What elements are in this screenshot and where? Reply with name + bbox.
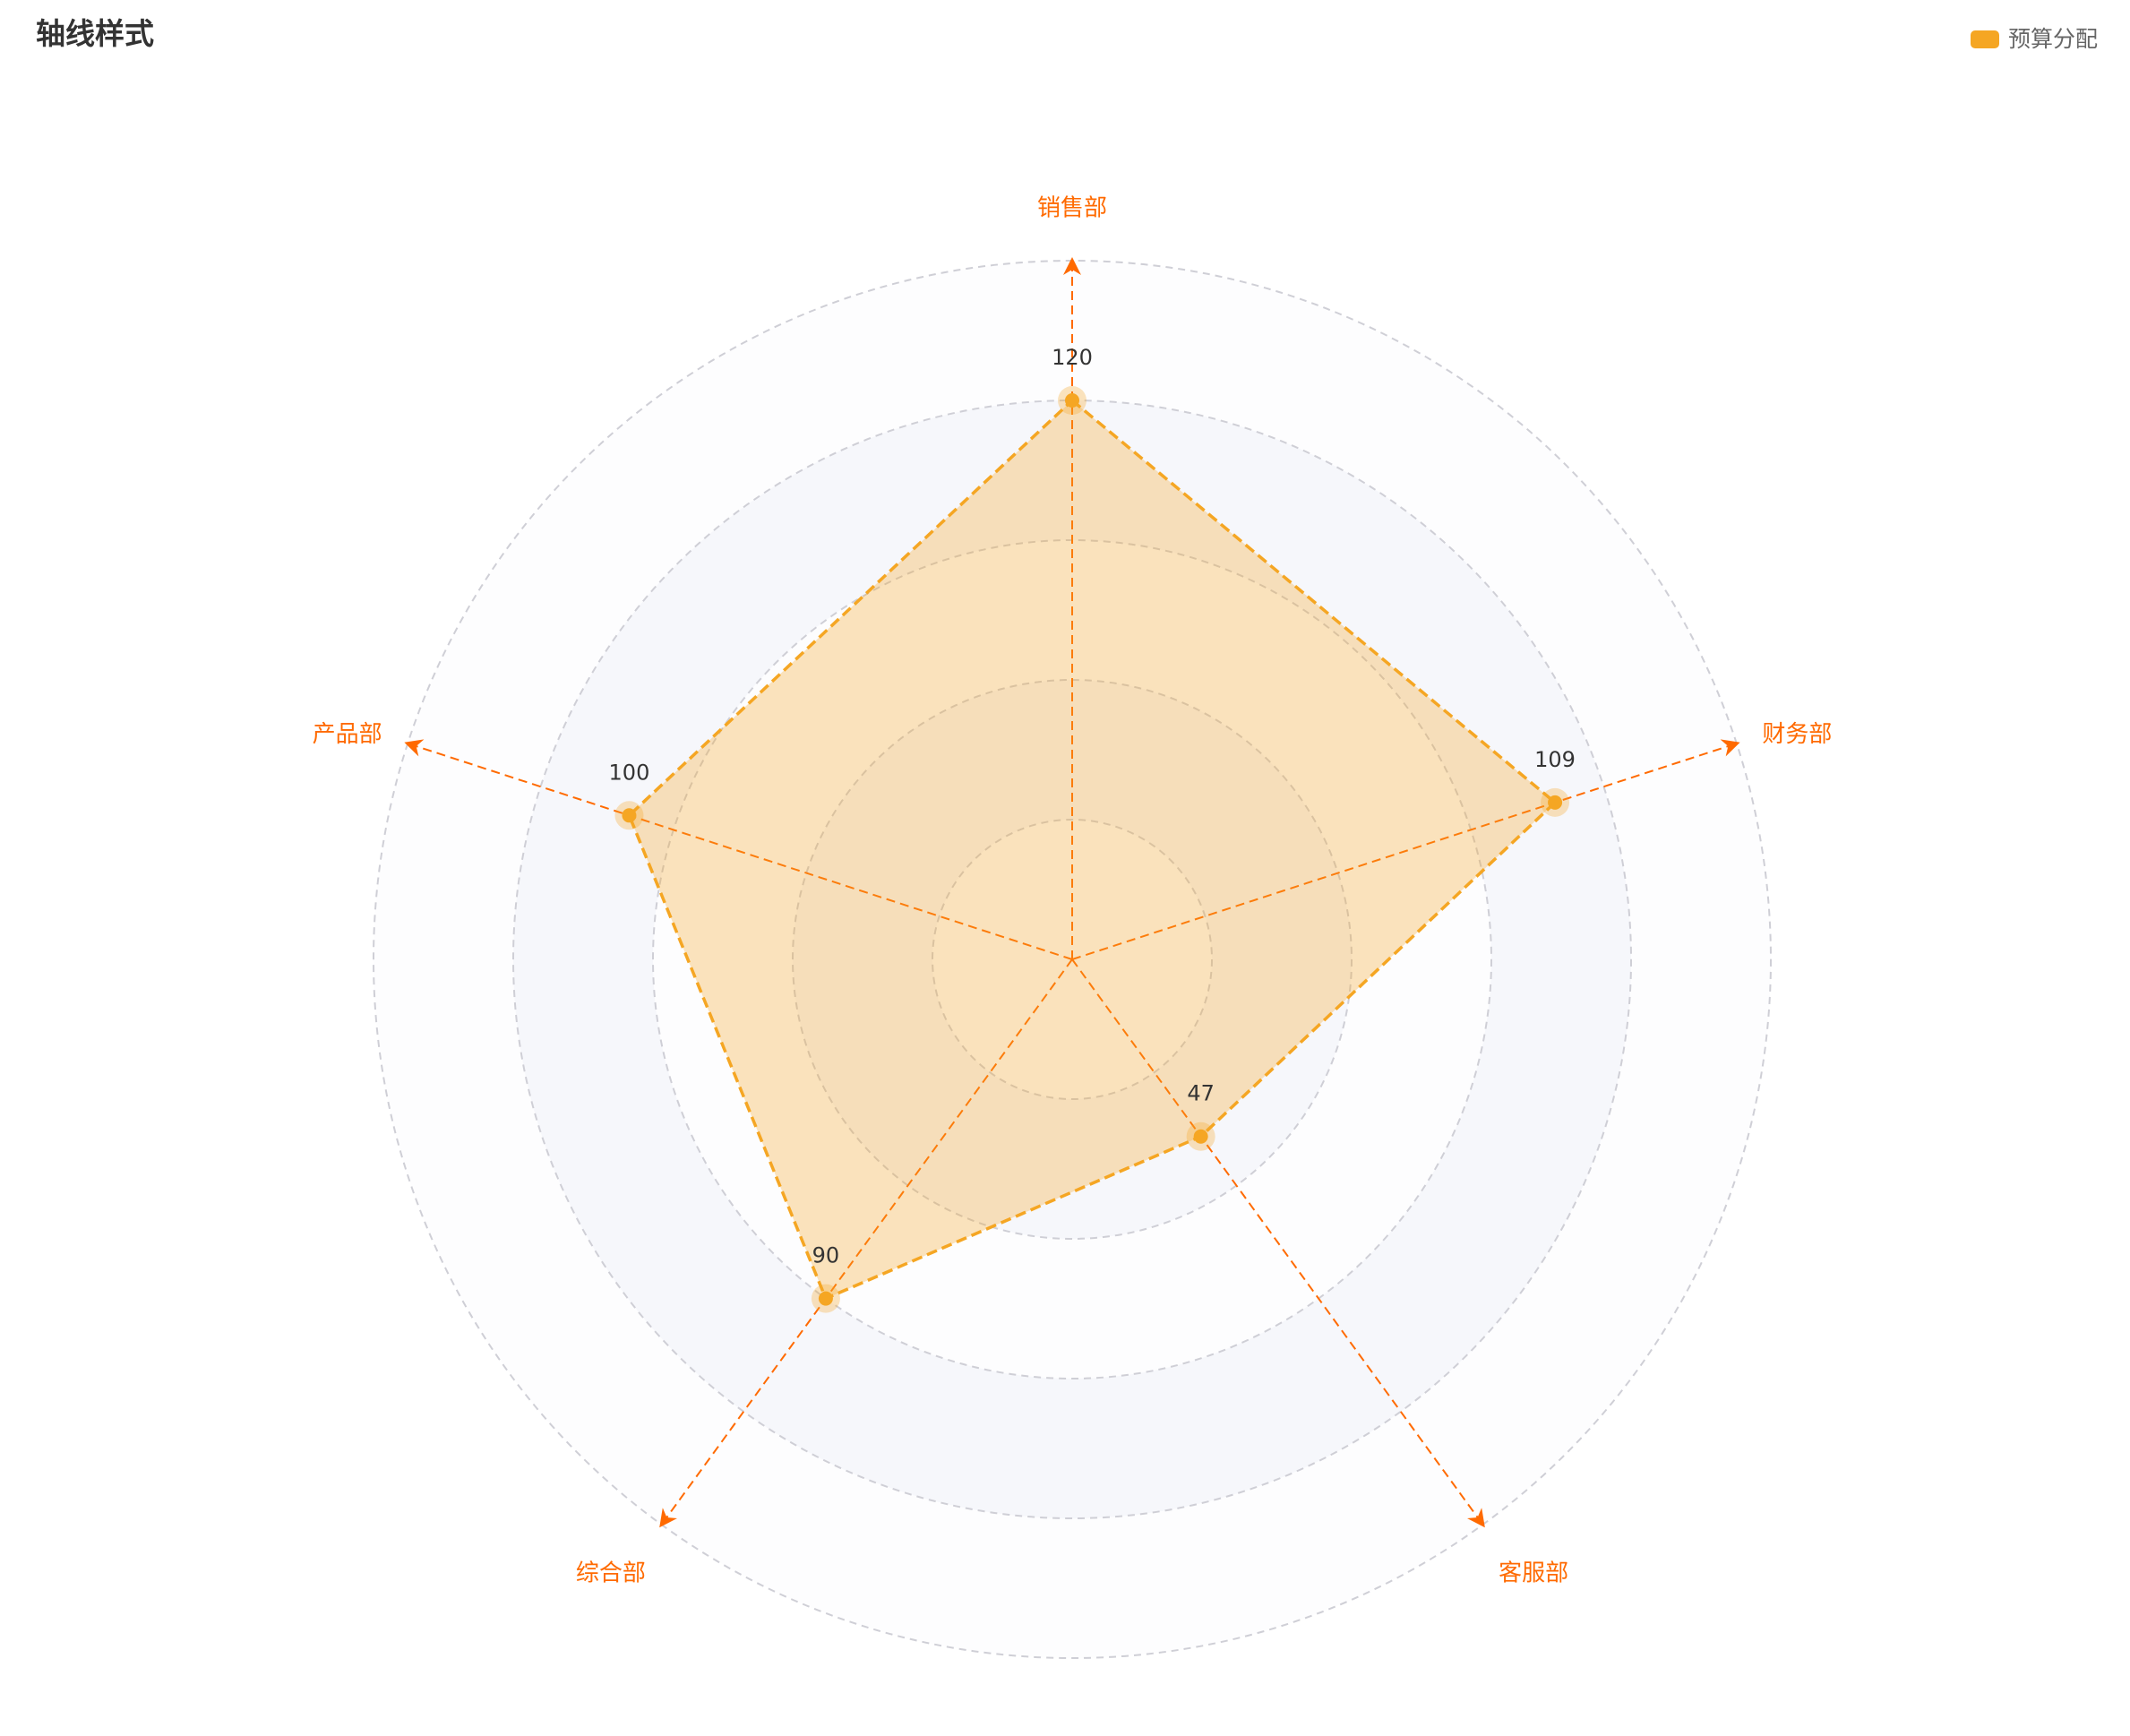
series-area — [627, 398, 1558, 1301]
axis-line-4 — [659, 958, 1073, 1528]
axes — [404, 257, 1740, 1528]
data-point[interactable] — [622, 808, 637, 823]
data-label: 100 — [609, 760, 650, 785]
data-label: 109 — [1534, 747, 1576, 772]
indicator-label: 客服部 — [1499, 1560, 1568, 1587]
legend-swatch-icon — [1970, 30, 1999, 48]
series-layer — [614, 386, 1570, 1313]
data-point[interactable] — [1548, 795, 1563, 810]
indicator-label: 产品部 — [313, 721, 382, 748]
axis-line-2 — [1071, 739, 1740, 960]
legend[interactable]: 预算分配 — [1970, 23, 2098, 56]
axis-line-5 — [404, 739, 1073, 960]
indicator-label: 销售部 — [1037, 195, 1107, 222]
data-point[interactable] — [1193, 1129, 1208, 1144]
data-point[interactable] — [1065, 393, 1079, 408]
data-label: 47 — [1187, 1081, 1215, 1106]
legend-label: 预算分配 — [2007, 26, 2098, 52]
indicator-label: 综合部 — [576, 1560, 646, 1587]
chart-title: 轴线样式 — [36, 16, 154, 51]
axis-line-3 — [1071, 958, 1485, 1528]
indicator-label: 财务部 — [1762, 721, 1832, 748]
data-point[interactable] — [818, 1291, 833, 1306]
split-line-ring-2 — [792, 679, 1353, 1240]
data-label: 90 — [812, 1243, 840, 1268]
split-line-ring-1 — [932, 819, 1213, 1100]
data-label: 120 — [1052, 345, 1093, 370]
